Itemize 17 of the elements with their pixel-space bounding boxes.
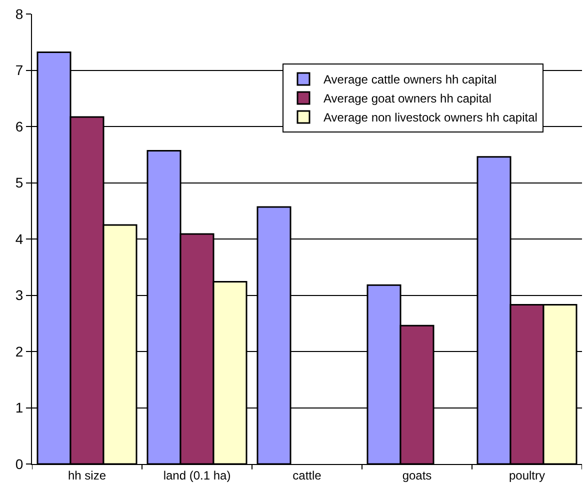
x-tick-label: cattle [292,468,322,482]
x-tick-label: land (0.1 ha) [163,468,231,482]
y-tick-label: 4 [15,230,24,247]
legend-label: Average goat owners hh capital [324,92,492,106]
y-tick-label: 5 [15,174,24,191]
y-tick-label: 3 [15,287,24,304]
y-tick-label: 8 [15,6,24,22]
y-tick-label: 2 [15,343,24,360]
y-tick-label: 7 [15,62,24,78]
x-tick-label: goats [402,468,432,482]
x-tick-label: poultry [508,468,546,482]
y-tick-label: 6 [15,118,24,134]
legend-label: Average non livestock owners hh capital [324,110,538,125]
x-tick-label: hh size [68,468,106,482]
legend-label: Average cattle owners hh capital [324,72,497,87]
y-tick-label: 1 [15,400,24,416]
y-tick-label: 0 [15,456,24,472]
